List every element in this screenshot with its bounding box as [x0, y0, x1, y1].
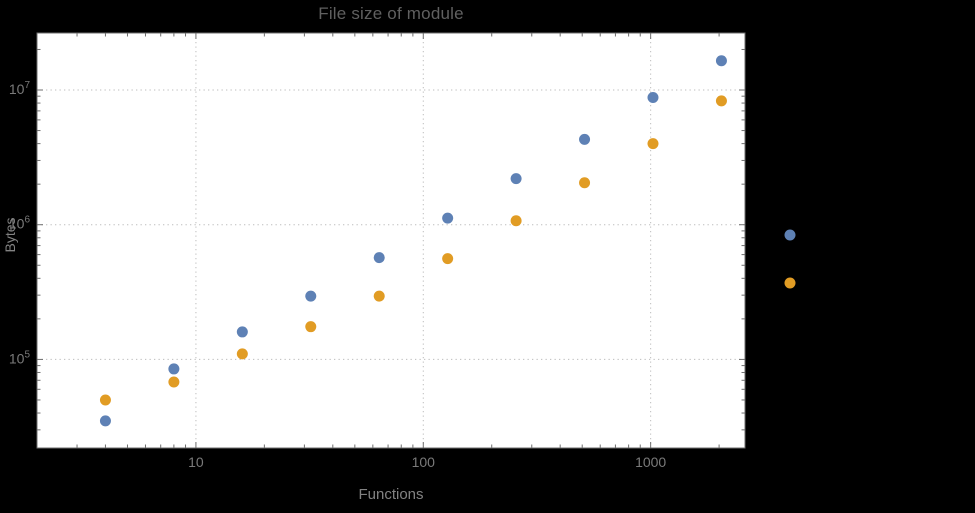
- data-point: [647, 138, 659, 150]
- legend-marker: [784, 229, 796, 241]
- data-point: [715, 95, 727, 107]
- data-point: [579, 133, 591, 145]
- data-point: [510, 173, 522, 185]
- svg-text:107: 107: [9, 80, 31, 97]
- data-point: [99, 394, 111, 406]
- svg-text:105: 105: [9, 349, 31, 366]
- chart-title: File size of module: [318, 4, 464, 23]
- svg-text:1000: 1000: [635, 454, 666, 470]
- data-point: [442, 212, 454, 224]
- data-point: [168, 376, 180, 388]
- data-point: [305, 290, 317, 302]
- data-point: [373, 290, 385, 302]
- data-point: [442, 253, 454, 265]
- data-point: [579, 177, 591, 189]
- data-point: [373, 252, 385, 264]
- data-point: [305, 321, 317, 333]
- data-point: [99, 415, 111, 427]
- svg-text:100: 100: [412, 454, 436, 470]
- x-axis-label: Functions: [358, 486, 424, 503]
- data-point: [236, 348, 248, 360]
- data-point: [647, 91, 659, 103]
- data-point: [168, 363, 180, 375]
- data-point: [510, 215, 522, 227]
- svg-text:10: 10: [188, 454, 204, 470]
- data-point: [715, 55, 727, 67]
- data-point: [236, 326, 248, 338]
- svg-text:106: 106: [9, 215, 31, 232]
- y-axis-label: Bytes: [2, 217, 18, 253]
- legend-marker: [784, 277, 796, 289]
